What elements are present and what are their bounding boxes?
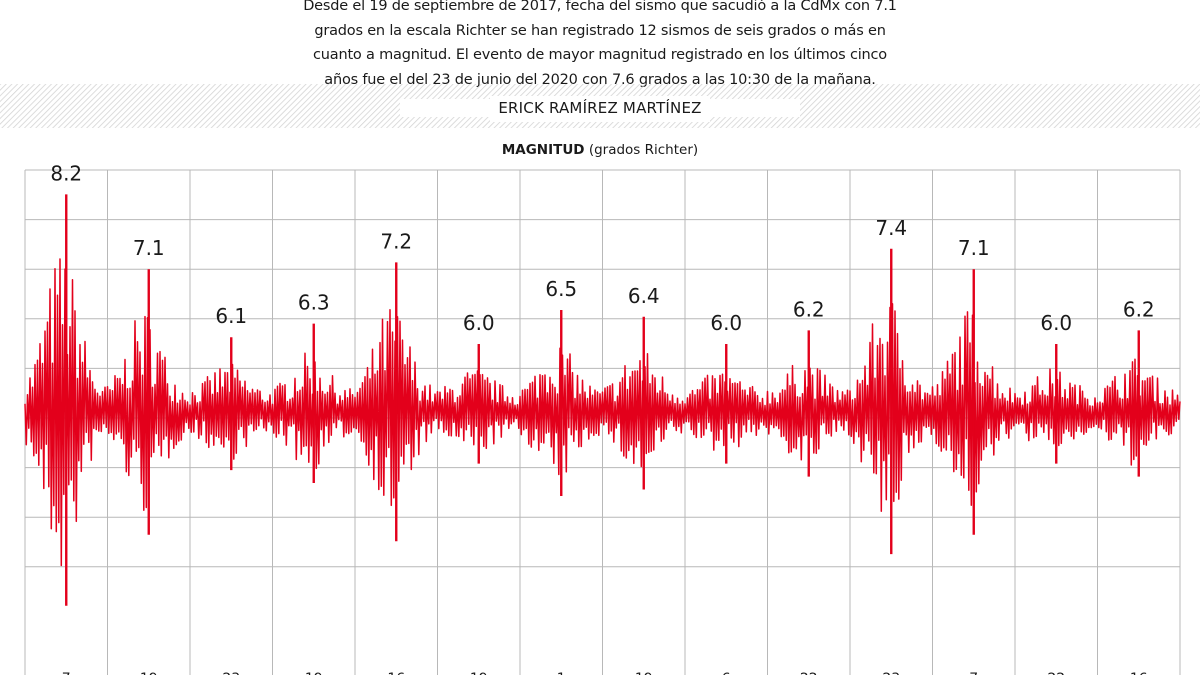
peak-label: 6.0: [710, 311, 742, 335]
seismogram-trace: [24, 258, 1181, 567]
x-tick-label: 1: [557, 671, 566, 675]
y-axis-title: MAGNITUD (grados Richter): [300, 142, 900, 158]
peak-label: 7.1: [133, 236, 165, 260]
x-tick-label: 22: [1047, 671, 1065, 675]
x-tick-label: 22: [800, 671, 818, 675]
x-tick-label: 23: [222, 671, 240, 675]
peak-label: 7.2: [380, 229, 412, 253]
x-tick-label: 7: [62, 671, 71, 675]
x-tick-label: 19: [305, 671, 323, 675]
peak-label: 6.1: [215, 304, 247, 328]
peak-label: 6.0: [1040, 311, 1072, 335]
x-tick-label: 19: [470, 671, 488, 675]
intro-line: cuanto a magnitud. El evento de mayor ma…: [313, 47, 887, 63]
intro-paragraph: Desde el 19 de septiembre de 2017, fecha…: [300, 0, 900, 92]
seismogram-chart: 8.2 7.1 6.1 6.3 7.2 6.0 6.5 6.4 6.0 6.2 7.4 7.1 6.0 6…: [24, 161, 1181, 675]
x-tick-label: 23: [882, 671, 900, 675]
intro-line: Desde el 19 de septiembre de 2017, fecha…: [303, 0, 897, 14]
x-tick-label: 6: [722, 671, 731, 675]
peak-label: 6.0: [463, 311, 495, 335]
intro-line: años fue el del 23 de junio del 2020 con…: [324, 71, 876, 88]
peak-label: 6.2: [793, 297, 825, 321]
x-tick-label: 19: [140, 671, 158, 675]
intro-line: grados en la escala Richter se han regis…: [314, 22, 886, 39]
y-axis-title-rest: (grados Richter): [588, 142, 699, 158]
x-tick-label: 16: [387, 671, 405, 675]
x-tick-label: 7: [969, 671, 978, 675]
peak-label: 7.4: [875, 216, 907, 240]
author-byline: ERICK RAMÍREZ MARTÍNEZ: [400, 99, 800, 117]
peak-label: 6.4: [628, 284, 660, 308]
y-axis-title-bold: MAGNITUD: [501, 142, 585, 158]
peak-label: 6.3: [298, 291, 330, 315]
peak-label: 6.5: [545, 277, 577, 301]
peak-label: 8.2: [50, 161, 82, 185]
x-tick-label: 19: [635, 671, 653, 675]
peak-label: 6.2: [1123, 297, 1155, 321]
x-tick-label: 16: [1130, 671, 1148, 675]
peak-label: 7.1: [958, 236, 990, 260]
